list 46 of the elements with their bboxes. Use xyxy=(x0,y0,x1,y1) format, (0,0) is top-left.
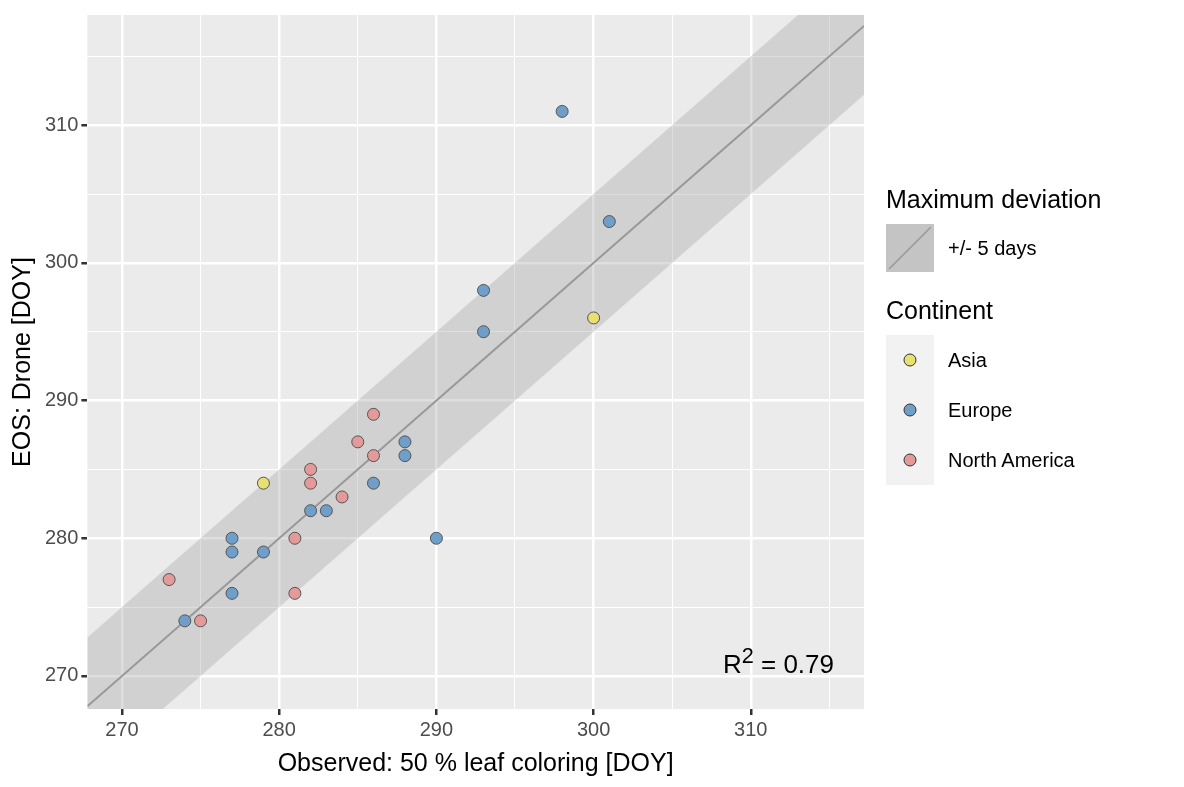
point xyxy=(178,614,192,628)
point xyxy=(319,504,333,518)
x-tick-label: 300 xyxy=(576,717,611,740)
point xyxy=(367,476,380,490)
x-tick-label: 270 xyxy=(105,717,139,740)
annotation: R$^{2}$ = 0.79 xyxy=(722,642,834,681)
legend-label: Europe xyxy=(948,398,1013,422)
point xyxy=(602,215,616,229)
legend-label: +/- 5 days xyxy=(948,236,1037,260)
point xyxy=(398,435,412,449)
y-axis-title: EOS: Drone [DOY] xyxy=(6,257,35,467)
y-tick-label: 310 xyxy=(44,112,79,135)
point xyxy=(367,449,380,463)
x-axis-title: Observed: 50 % leaf coloring [DOY] xyxy=(277,747,674,776)
point xyxy=(225,586,239,600)
point xyxy=(335,490,349,504)
y-tick-label: 290 xyxy=(44,388,79,411)
legend-title: Continent xyxy=(886,296,995,325)
point xyxy=(367,407,380,421)
y-tick-label: 300 xyxy=(44,250,79,273)
point xyxy=(587,311,601,325)
point xyxy=(288,586,302,600)
text: Maximum deviation xyxy=(886,185,1103,214)
x-tick-label: 310 xyxy=(734,717,768,740)
point xyxy=(351,435,365,449)
point xyxy=(304,504,318,518)
point xyxy=(429,531,443,545)
y-tick-label: 270 xyxy=(44,663,79,686)
point xyxy=(555,104,569,118)
y-tick-label: 280 xyxy=(44,525,79,548)
point xyxy=(477,283,491,297)
legend-label: North America xyxy=(948,448,1075,472)
point xyxy=(225,531,239,545)
point xyxy=(288,531,302,545)
point xyxy=(194,614,208,628)
point xyxy=(304,476,318,490)
x-tick-label: 290 xyxy=(419,717,454,740)
point xyxy=(256,545,270,559)
legend-label: Asia xyxy=(948,348,987,372)
point xyxy=(477,325,491,339)
point xyxy=(225,545,239,559)
point xyxy=(162,573,176,587)
x-tick-label: 280 xyxy=(262,717,296,740)
point xyxy=(304,462,318,476)
point xyxy=(256,476,270,490)
point xyxy=(398,449,412,463)
